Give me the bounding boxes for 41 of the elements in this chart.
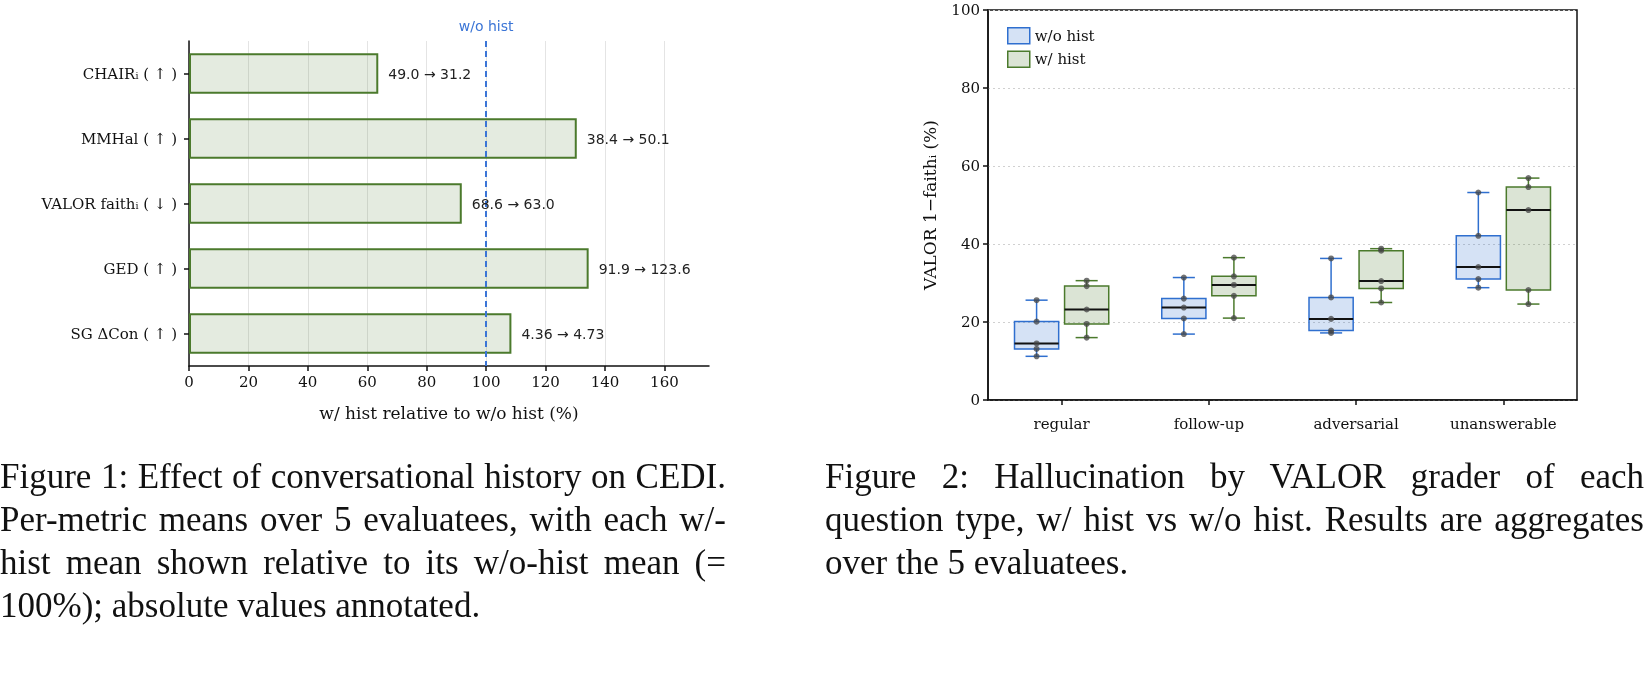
legend-label: w/ hist <box>1034 50 1086 69</box>
x-tick-label: follow-up <box>1173 415 1245 433</box>
y-tick-label: 0 <box>970 391 980 409</box>
y-tick-label: 60 <box>960 157 980 175</box>
y-tick-label: VALOR faithᵢ ( ↓ ) <box>40 194 177 213</box>
y-axis-title: VALOR 1−faithᵢ (%) <box>919 120 940 291</box>
bar <box>189 248 589 289</box>
bar <box>189 183 462 224</box>
annotation: 68.6 → 63.0 <box>471 195 555 212</box>
annotation: 4.36 → 4.73 <box>521 325 605 342</box>
y-tick-label: MMHal ( ↑ ) <box>80 129 177 148</box>
y-tick-label: CHAIRᵢ ( ↑ ) <box>82 64 177 83</box>
x-tick-label: adversarial <box>1313 415 1400 433</box>
caption: Figure 2: Hallucination by VALOR grader of each question type, w/ hist vs w/o hist. Results are aggregates over the 5 evaluatees. <box>825 456 1644 584</box>
y-tick-label: GED ( ↑ ) <box>103 259 177 278</box>
y-tick-label: 40 <box>960 235 980 253</box>
x-axis-title: w/ hist relative to w/o hist (%) <box>319 402 579 423</box>
y-tick-label: 80 <box>960 79 980 97</box>
y-tick-label: 20 <box>960 313 980 331</box>
ref-line-label: w/o hist <box>458 18 515 34</box>
x-tick-label: 140 <box>590 372 620 391</box>
y-tick-label: 100 <box>951 1 980 19</box>
x-tick-label: unanswerable <box>1450 415 1557 433</box>
y-tick-label: SG ΔCon ( ↑ ) <box>70 324 177 343</box>
x-tick-label: 160 <box>650 372 679 391</box>
x-tick-label: 120 <box>531 372 560 391</box>
caption: Figure 1: Effect of conversational history on CEDI. Per-metric means over 5 evaluatees, with each w/-hist mean shown relative to its w/o-hist mean (= 100%); absolute values annotated. <box>0 456 726 627</box>
x-tick-label: 100 <box>471 372 501 391</box>
annotation: 49.0 → 31.2 <box>388 65 472 82</box>
legend-label: w/o hist <box>1034 26 1095 45</box>
x-tick-label: 0 <box>184 372 194 391</box>
annotation: 38.4 → 50.1 <box>586 130 670 147</box>
x-tick-label: 80 <box>417 372 437 391</box>
x-tick-label: 40 <box>298 372 318 391</box>
bar <box>189 53 379 94</box>
x-tick-label: 20 <box>238 372 258 391</box>
bar <box>189 118 577 159</box>
annotation: 91.9 → 123.6 <box>598 260 691 277</box>
x-tick-label: 60 <box>357 372 377 391</box>
x-tick-label: regular <box>1033 415 1091 433</box>
bar <box>189 313 512 354</box>
